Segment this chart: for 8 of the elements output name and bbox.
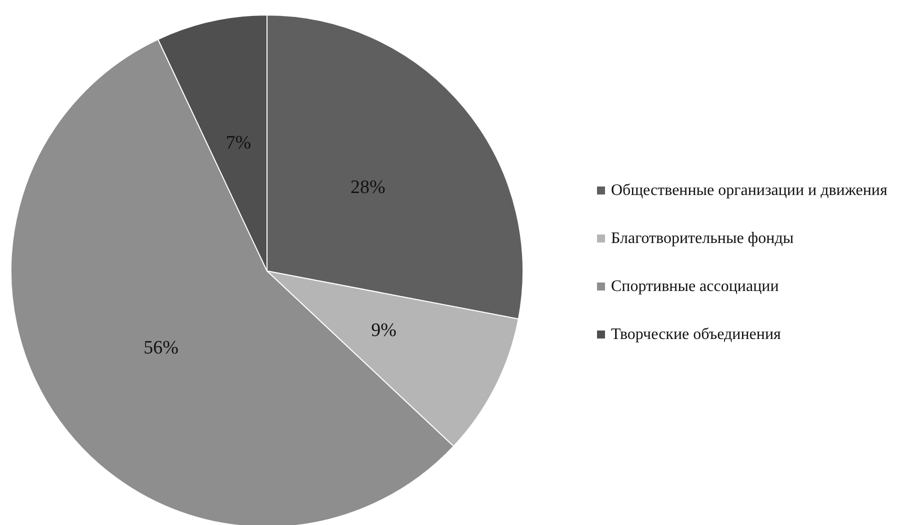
legend-label: Творческие объединения [611, 326, 782, 343]
data-label: 28% [350, 176, 386, 198]
legend-label: Общественные организации и движения [611, 182, 888, 199]
data-label: 9% [371, 320, 397, 341]
legend-label: Спортивные ассоциации [611, 278, 780, 295]
data-label: 7% [226, 132, 252, 154]
data-label: 56% [144, 338, 179, 358]
legend-label: Благотворительные фонды [611, 230, 794, 247]
